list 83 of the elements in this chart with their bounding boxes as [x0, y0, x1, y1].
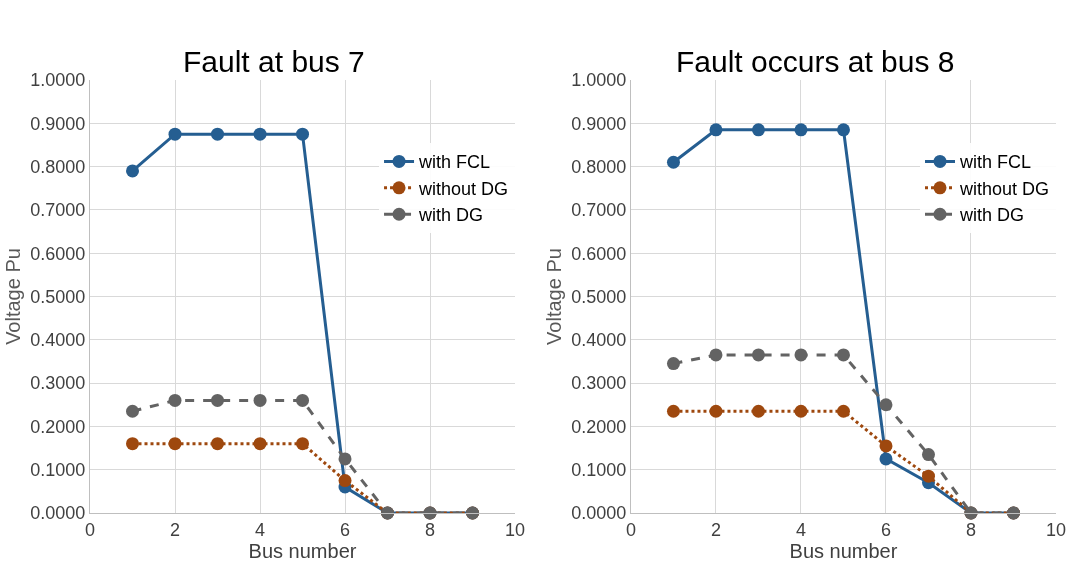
point: [296, 393, 310, 407]
point: [794, 123, 808, 137]
point: [751, 404, 765, 418]
point: [338, 474, 352, 488]
point: [253, 127, 267, 141]
y-tick-label: 1.0000: [571, 70, 627, 91]
point: [168, 127, 182, 141]
point: [666, 404, 680, 418]
y-tick-label: 0.6000: [571, 243, 627, 264]
point: [253, 393, 267, 407]
y-tick-label: 0.7000: [30, 200, 86, 221]
point: [296, 127, 310, 141]
point: [751, 123, 765, 137]
y-tick-label: 0.2000: [30, 416, 86, 437]
y-tick-label: 0.9000: [571, 113, 627, 134]
legend-label: without DG: [959, 178, 1050, 199]
x-axis-title: Bus number: [248, 539, 357, 562]
y-tick-label: 0.9000: [30, 113, 86, 134]
point: [666, 357, 680, 371]
y-tick-label: 0.8000: [571, 156, 627, 177]
y-tick-label: 0.0000: [571, 503, 627, 524]
point: [794, 348, 808, 362]
point: [879, 439, 893, 453]
x-tick-label: 6: [880, 519, 891, 540]
point: [709, 348, 723, 362]
x-tick-label: 0: [84, 519, 96, 540]
point: [751, 348, 765, 362]
x-tick-label: 8: [425, 519, 436, 540]
x-tick-label: 4: [795, 519, 806, 540]
chart-title: Fault at bus 7: [183, 45, 365, 78]
point: [168, 393, 182, 407]
x-tick-label: 0: [625, 519, 636, 540]
point: [709, 123, 723, 137]
x-tick-label: 8: [965, 519, 976, 540]
y-tick-label: 0.3000: [30, 373, 86, 394]
y-tick-label: 1.0000: [30, 70, 86, 91]
point: [126, 437, 139, 451]
legend-label: without DG: [418, 178, 509, 199]
y-tick-label: 0.4000: [571, 330, 627, 351]
chart-title: Fault occurs at bus 8: [676, 45, 955, 78]
x-tick-label: 10: [505, 519, 526, 540]
point: [168, 437, 182, 451]
point: [836, 348, 850, 362]
y-tick-label: 0.1000: [571, 460, 627, 480]
y-axis-title: Voltage Pu: [542, 248, 565, 345]
point: [922, 448, 935, 462]
x-tick-label: 6: [340, 519, 351, 540]
y-tick-label: 0.4000: [30, 330, 86, 351]
point: [338, 452, 352, 466]
y-tick-label: 0.0000: [30, 503, 86, 524]
point: [126, 404, 139, 418]
x-tick-label: 4: [255, 519, 266, 540]
legend-label: with FCL: [418, 152, 491, 173]
point: [879, 398, 893, 412]
legend-label: with DG: [959, 205, 1025, 226]
y-tick-label: 0.1000: [30, 460, 86, 480]
x-tick-label: 2: [170, 519, 181, 540]
y-axis-title: Voltage Pu: [1, 248, 24, 345]
x-tick-label: 10: [1045, 519, 1067, 540]
legend-label: with FCL: [959, 152, 1032, 173]
point: [211, 393, 225, 407]
y-tick-label: 0.6000: [30, 243, 86, 264]
y-tick-label: 0.3000: [571, 373, 627, 394]
point: [836, 404, 850, 418]
point: [296, 437, 310, 451]
x-axis-title: Bus number: [789, 539, 898, 562]
point: [126, 164, 139, 178]
point: [836, 123, 850, 137]
y-tick-label: 0.2000: [571, 416, 627, 437]
y-tick-label: 0.5000: [571, 286, 627, 307]
point: [794, 404, 808, 418]
y-tick-label: 0.5000: [30, 286, 86, 307]
legend-label: with DG: [418, 205, 484, 226]
y-tick-label: 0.7000: [571, 200, 627, 221]
y-tick-label: 0.8000: [30, 156, 86, 177]
point: [666, 155, 680, 169]
point: [879, 452, 893, 466]
x-tick-label: 2: [710, 519, 721, 540]
point: [922, 469, 935, 483]
point: [211, 127, 225, 141]
point: [709, 404, 723, 418]
point: [211, 437, 225, 451]
point: [253, 437, 267, 451]
